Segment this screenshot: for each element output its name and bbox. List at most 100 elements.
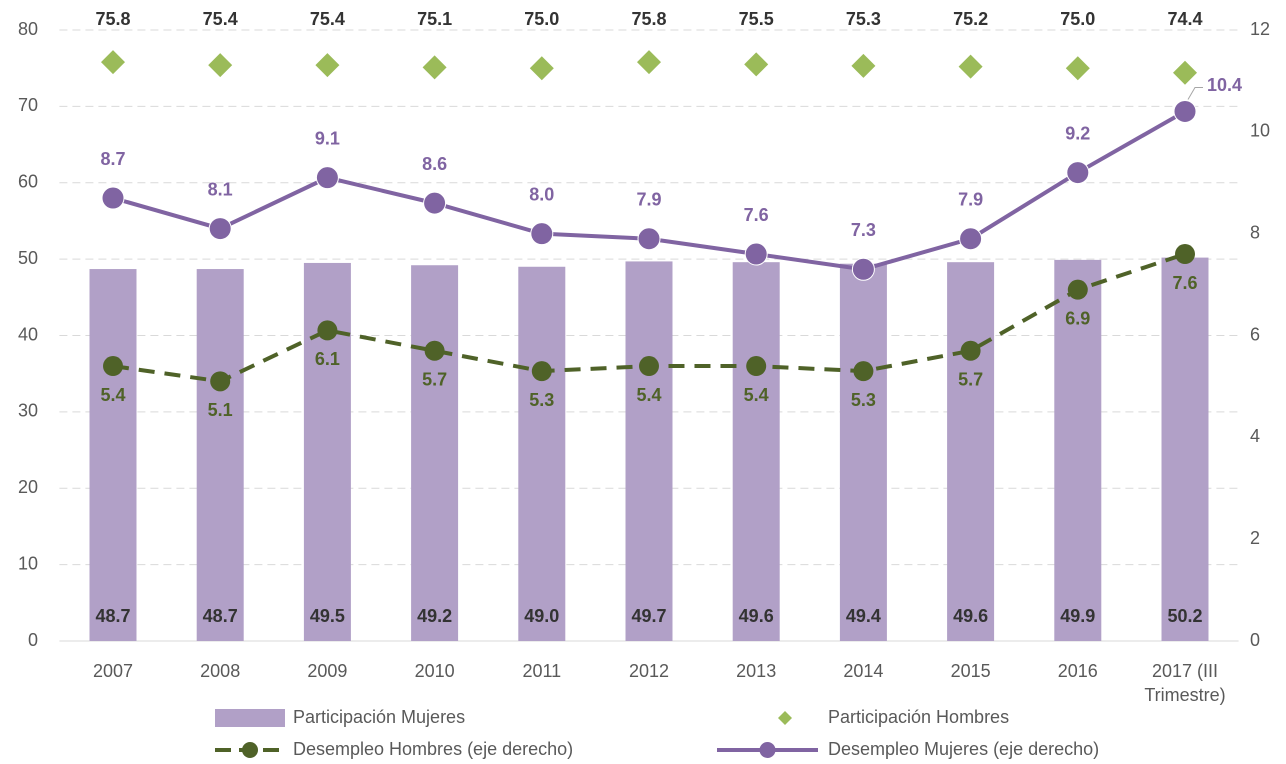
y-tick-label: 70 <box>18 95 38 115</box>
x-tick-label: 2011 <box>522 661 562 681</box>
data-label: 75.3 <box>846 9 881 29</box>
legend-swatch <box>778 711 792 725</box>
data-label: 49.0 <box>524 606 559 626</box>
line-marker <box>1067 279 1088 300</box>
data-label: 7.6 <box>1172 273 1197 293</box>
diamond-marker <box>529 56 554 81</box>
y2-tick-label: 8 <box>1250 222 1260 242</box>
diamond-marker <box>637 50 661 75</box>
legend-swatch-marker <box>242 742 258 758</box>
legend-swatch-marker <box>759 742 776 758</box>
x-tick-label: 2015 <box>950 661 991 681</box>
bar <box>732 262 780 641</box>
data-label: 9.1 <box>315 128 340 148</box>
data-label: 7.3 <box>851 220 876 240</box>
x-tick-label: 2014 <box>843 661 884 681</box>
line-marker <box>315 166 339 190</box>
data-label: 5.7 <box>958 370 983 390</box>
data-label: 75.8 <box>95 9 130 29</box>
y-tick-label: 40 <box>18 324 38 344</box>
line-marker <box>959 227 983 251</box>
line-marker <box>960 340 981 361</box>
diamond-marker <box>1173 60 1197 85</box>
data-label: 5.4 <box>100 385 125 405</box>
x-tick-label: 2013 <box>736 661 777 681</box>
data-label: 75.1 <box>417 9 452 29</box>
diamond-marker <box>422 55 447 80</box>
legend-label: Desempleo Mujeres (eje derecho) <box>828 739 1099 759</box>
x-tick-label: 2007 <box>92 661 134 681</box>
legend-swatch <box>215 709 285 727</box>
data-label: 49.9 <box>1060 606 1095 626</box>
bar <box>625 261 673 641</box>
y-tick-label: 0 <box>28 630 38 650</box>
diamond-marker <box>1065 56 1090 81</box>
data-label: 75.4 <box>310 9 345 29</box>
x-tick-label: 2010 <box>414 661 455 681</box>
bar <box>1054 259 1102 641</box>
data-label: 7.9 <box>636 190 661 210</box>
diamond-marker <box>958 54 983 79</box>
bar <box>947 262 995 641</box>
bar <box>303 262 351 641</box>
diamond-marker <box>208 53 233 78</box>
y-tick-label: 80 <box>18 19 38 39</box>
data-label: 5.4 <box>636 385 661 405</box>
diamond-marker <box>744 52 769 77</box>
line-marker <box>103 356 123 377</box>
data-label: 49.6 <box>739 606 774 626</box>
x-tick-label: 2008 <box>200 661 241 681</box>
y-tick-label: 10 <box>18 553 38 573</box>
data-label: 5.3 <box>529 390 554 410</box>
data-label: 49.4 <box>846 606 881 626</box>
line-marker <box>101 186 125 210</box>
line-marker <box>746 356 767 377</box>
data-label: 48.7 <box>203 606 238 626</box>
data-label: 10.4 <box>1207 75 1242 95</box>
y-tick-label: 50 <box>18 248 38 268</box>
line-marker <box>423 191 447 215</box>
data-label: 75.8 <box>631 9 666 29</box>
bar <box>411 265 459 641</box>
data-label: 6.1 <box>315 349 340 369</box>
y2-tick-label: 12 <box>1250 19 1270 39</box>
legend-label: Participación Mujeres <box>293 707 465 727</box>
data-label: 7.6 <box>744 205 769 225</box>
y2-tick-label: 0 <box>1250 630 1260 650</box>
bar <box>89 269 137 641</box>
bar <box>196 269 244 641</box>
line-marker <box>637 227 661 251</box>
line-marker <box>639 356 659 377</box>
data-label: 49.2 <box>417 606 452 626</box>
line-marker <box>1173 99 1197 123</box>
data-label: 50.2 <box>1167 606 1202 626</box>
data-label: 6.9 <box>1065 308 1090 328</box>
data-label: 5.7 <box>422 370 447 390</box>
bar <box>518 266 566 641</box>
x-tick-label: 2016 <box>1057 661 1098 681</box>
diamond-marker <box>315 53 340 78</box>
data-label: 75.2 <box>953 9 988 29</box>
bar <box>839 263 887 641</box>
data-label: 75.0 <box>1060 9 1095 29</box>
data-label: 9.2 <box>1065 123 1090 143</box>
x-tick-label: 2017 (III Trimestre) <box>1144 661 1226 705</box>
data-label: 8.0 <box>529 184 554 204</box>
data-label: 75.4 <box>203 9 238 29</box>
data-label: 75.0 <box>524 9 559 29</box>
line-marker <box>208 217 232 241</box>
y2-tick-label: 6 <box>1250 324 1260 344</box>
data-label: 8.7 <box>100 149 125 169</box>
line-marker <box>1066 161 1090 185</box>
legend-label: Desempleo Hombres (eje derecho) <box>293 739 573 759</box>
x-tick-label: 2012 <box>628 661 670 681</box>
line-marker <box>853 361 874 382</box>
line-marker <box>530 222 554 246</box>
data-label: 49.5 <box>310 606 345 626</box>
diamond-marker <box>851 53 876 78</box>
y2-tick-label: 2 <box>1250 528 1260 548</box>
data-label: 5.1 <box>208 400 233 420</box>
legend-label: Participación Hombres <box>828 707 1009 727</box>
